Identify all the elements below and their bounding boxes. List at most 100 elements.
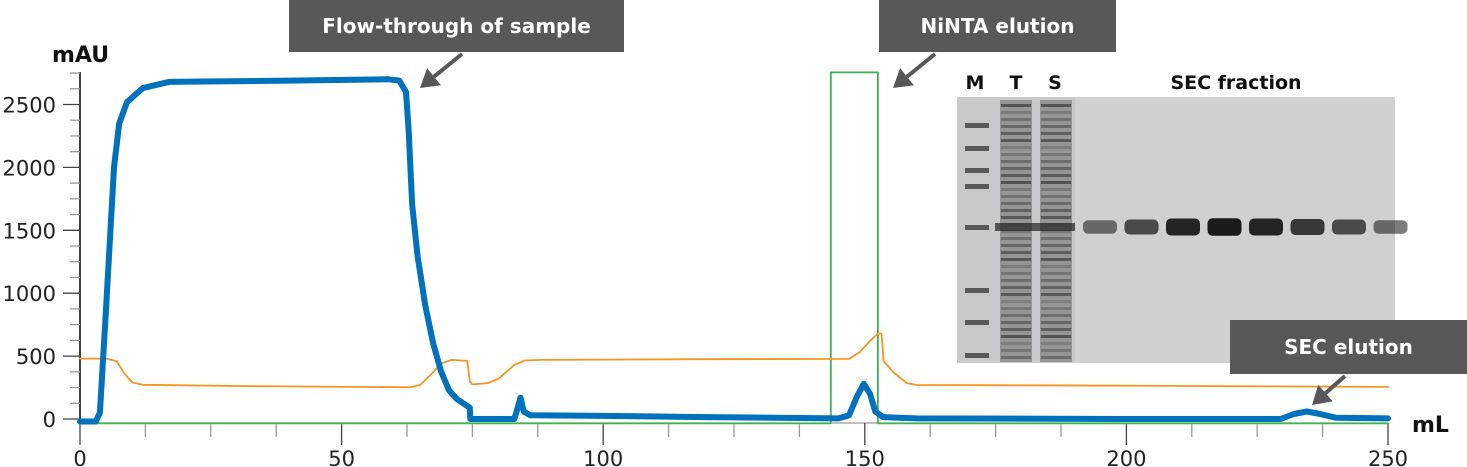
marker-band xyxy=(965,146,989,151)
gel-band xyxy=(1001,293,1031,296)
x-axis-title: mL xyxy=(1412,413,1449,438)
gel-band xyxy=(1001,321,1031,324)
gel-band xyxy=(1041,111,1071,114)
gel-lane-label: S xyxy=(1048,72,1062,94)
gel-band xyxy=(1041,321,1071,324)
gel-band xyxy=(1001,195,1031,198)
gel-band xyxy=(1041,356,1071,359)
gel-band xyxy=(1041,230,1071,233)
y-tick-label: 0 xyxy=(43,408,56,432)
gel-band xyxy=(1041,118,1071,121)
x-tick-label: 250 xyxy=(1368,447,1408,467)
arrow-icon xyxy=(1324,374,1347,395)
gel-band xyxy=(1041,195,1071,198)
gel-band xyxy=(1041,160,1071,163)
axes: 0 500 1000 1500 2000 2500 0 50 100 150 200 250 xyxy=(3,72,1408,467)
gel-band xyxy=(1001,237,1031,240)
gel-band xyxy=(1041,300,1071,303)
gel-band xyxy=(1001,181,1031,184)
marker-band xyxy=(965,184,989,189)
gel-band xyxy=(1001,342,1031,345)
gel-band xyxy=(1001,174,1031,177)
callout-flow-through: Flow-through of sample xyxy=(289,0,624,88)
gel-band xyxy=(1041,265,1071,268)
gel-band xyxy=(1001,202,1031,205)
y-tick-label: 1500 xyxy=(3,219,56,243)
gel-band xyxy=(1041,174,1071,177)
callout-label: NiNTA elution xyxy=(921,14,1075,38)
marker-band xyxy=(965,353,989,358)
gel-band xyxy=(1001,335,1031,338)
gel-band xyxy=(1041,314,1071,317)
marker-band xyxy=(965,225,989,230)
gel-band xyxy=(1001,146,1031,149)
gel-band xyxy=(1041,251,1071,254)
gel-band xyxy=(1001,272,1031,275)
gel-band xyxy=(1001,244,1031,247)
gel-band xyxy=(1041,349,1071,352)
callout-box xyxy=(879,0,1116,52)
gel-band xyxy=(1041,279,1071,282)
gel-band xyxy=(1041,188,1071,191)
gel-band xyxy=(1001,111,1031,114)
conductivity-line xyxy=(79,332,1389,389)
gel-band xyxy=(1001,160,1031,163)
gel-band xyxy=(1001,314,1031,317)
gel-band xyxy=(1041,342,1071,345)
gel-band xyxy=(1041,237,1071,240)
x-tick-label: 50 xyxy=(328,447,355,467)
arrowhead-icon xyxy=(893,68,914,88)
gel-band xyxy=(1001,132,1031,135)
gel-band xyxy=(1001,216,1031,219)
y-tick-label: 1000 xyxy=(3,282,56,306)
x-tick-label: 150 xyxy=(845,447,885,467)
marker-band xyxy=(965,288,989,293)
gel-band xyxy=(1041,244,1071,247)
fraction-marker-line xyxy=(79,71,1389,425)
callout-ninta-elution: NiNTA elution xyxy=(879,0,1116,88)
uv-absorbance-line xyxy=(77,76,1391,425)
fraction-band xyxy=(1166,218,1200,236)
callouts: Flow-through of sample NiNTA elution SEC e… xyxy=(289,0,1467,405)
fraction-band xyxy=(1290,219,1325,235)
gel-band xyxy=(1041,181,1071,184)
fraction-band xyxy=(1373,220,1408,234)
x-tick-label: 0 xyxy=(73,447,86,467)
gel-band xyxy=(1001,265,1031,268)
gel-band xyxy=(1041,272,1071,275)
callout-sec-elution: SEC elution xyxy=(1230,320,1467,405)
gel-band xyxy=(1041,125,1071,128)
gel-band xyxy=(1041,167,1071,170)
sds-page-gel-inset: M T S SEC fraction xyxy=(957,72,1408,363)
y-tick-label: 500 xyxy=(16,345,56,369)
gel-band xyxy=(1041,139,1071,142)
fraction-band xyxy=(1207,218,1242,236)
gel-band xyxy=(1041,146,1071,149)
arrow-icon xyxy=(905,52,937,79)
gel-band xyxy=(1041,258,1071,261)
fraction-band xyxy=(1332,219,1366,235)
arrowhead-icon xyxy=(1312,384,1333,405)
gel-band xyxy=(1001,167,1031,170)
gel-band xyxy=(1041,293,1071,296)
gel-band xyxy=(1001,230,1031,233)
y-tick-label: 2000 xyxy=(3,156,56,180)
gel-band xyxy=(1001,104,1031,107)
gel-band xyxy=(1041,104,1071,107)
x-tick-label: 200 xyxy=(1106,447,1146,467)
gel-band xyxy=(1001,118,1031,121)
callout-label: Flow-through of sample xyxy=(322,14,591,38)
gel-lane-label: M xyxy=(966,72,985,94)
y-tick-label: 2500 xyxy=(3,94,56,118)
gel-band xyxy=(1041,153,1071,156)
gel-band xyxy=(1041,202,1071,205)
x-tick-label: 100 xyxy=(583,447,623,467)
marker-band xyxy=(965,320,989,325)
callout-box xyxy=(289,0,624,52)
gel-band xyxy=(1001,125,1031,128)
gel-lane-label: T xyxy=(1010,72,1023,94)
gel-band xyxy=(1001,349,1031,352)
arrowhead-icon xyxy=(420,68,441,88)
gel-band xyxy=(1041,307,1071,310)
